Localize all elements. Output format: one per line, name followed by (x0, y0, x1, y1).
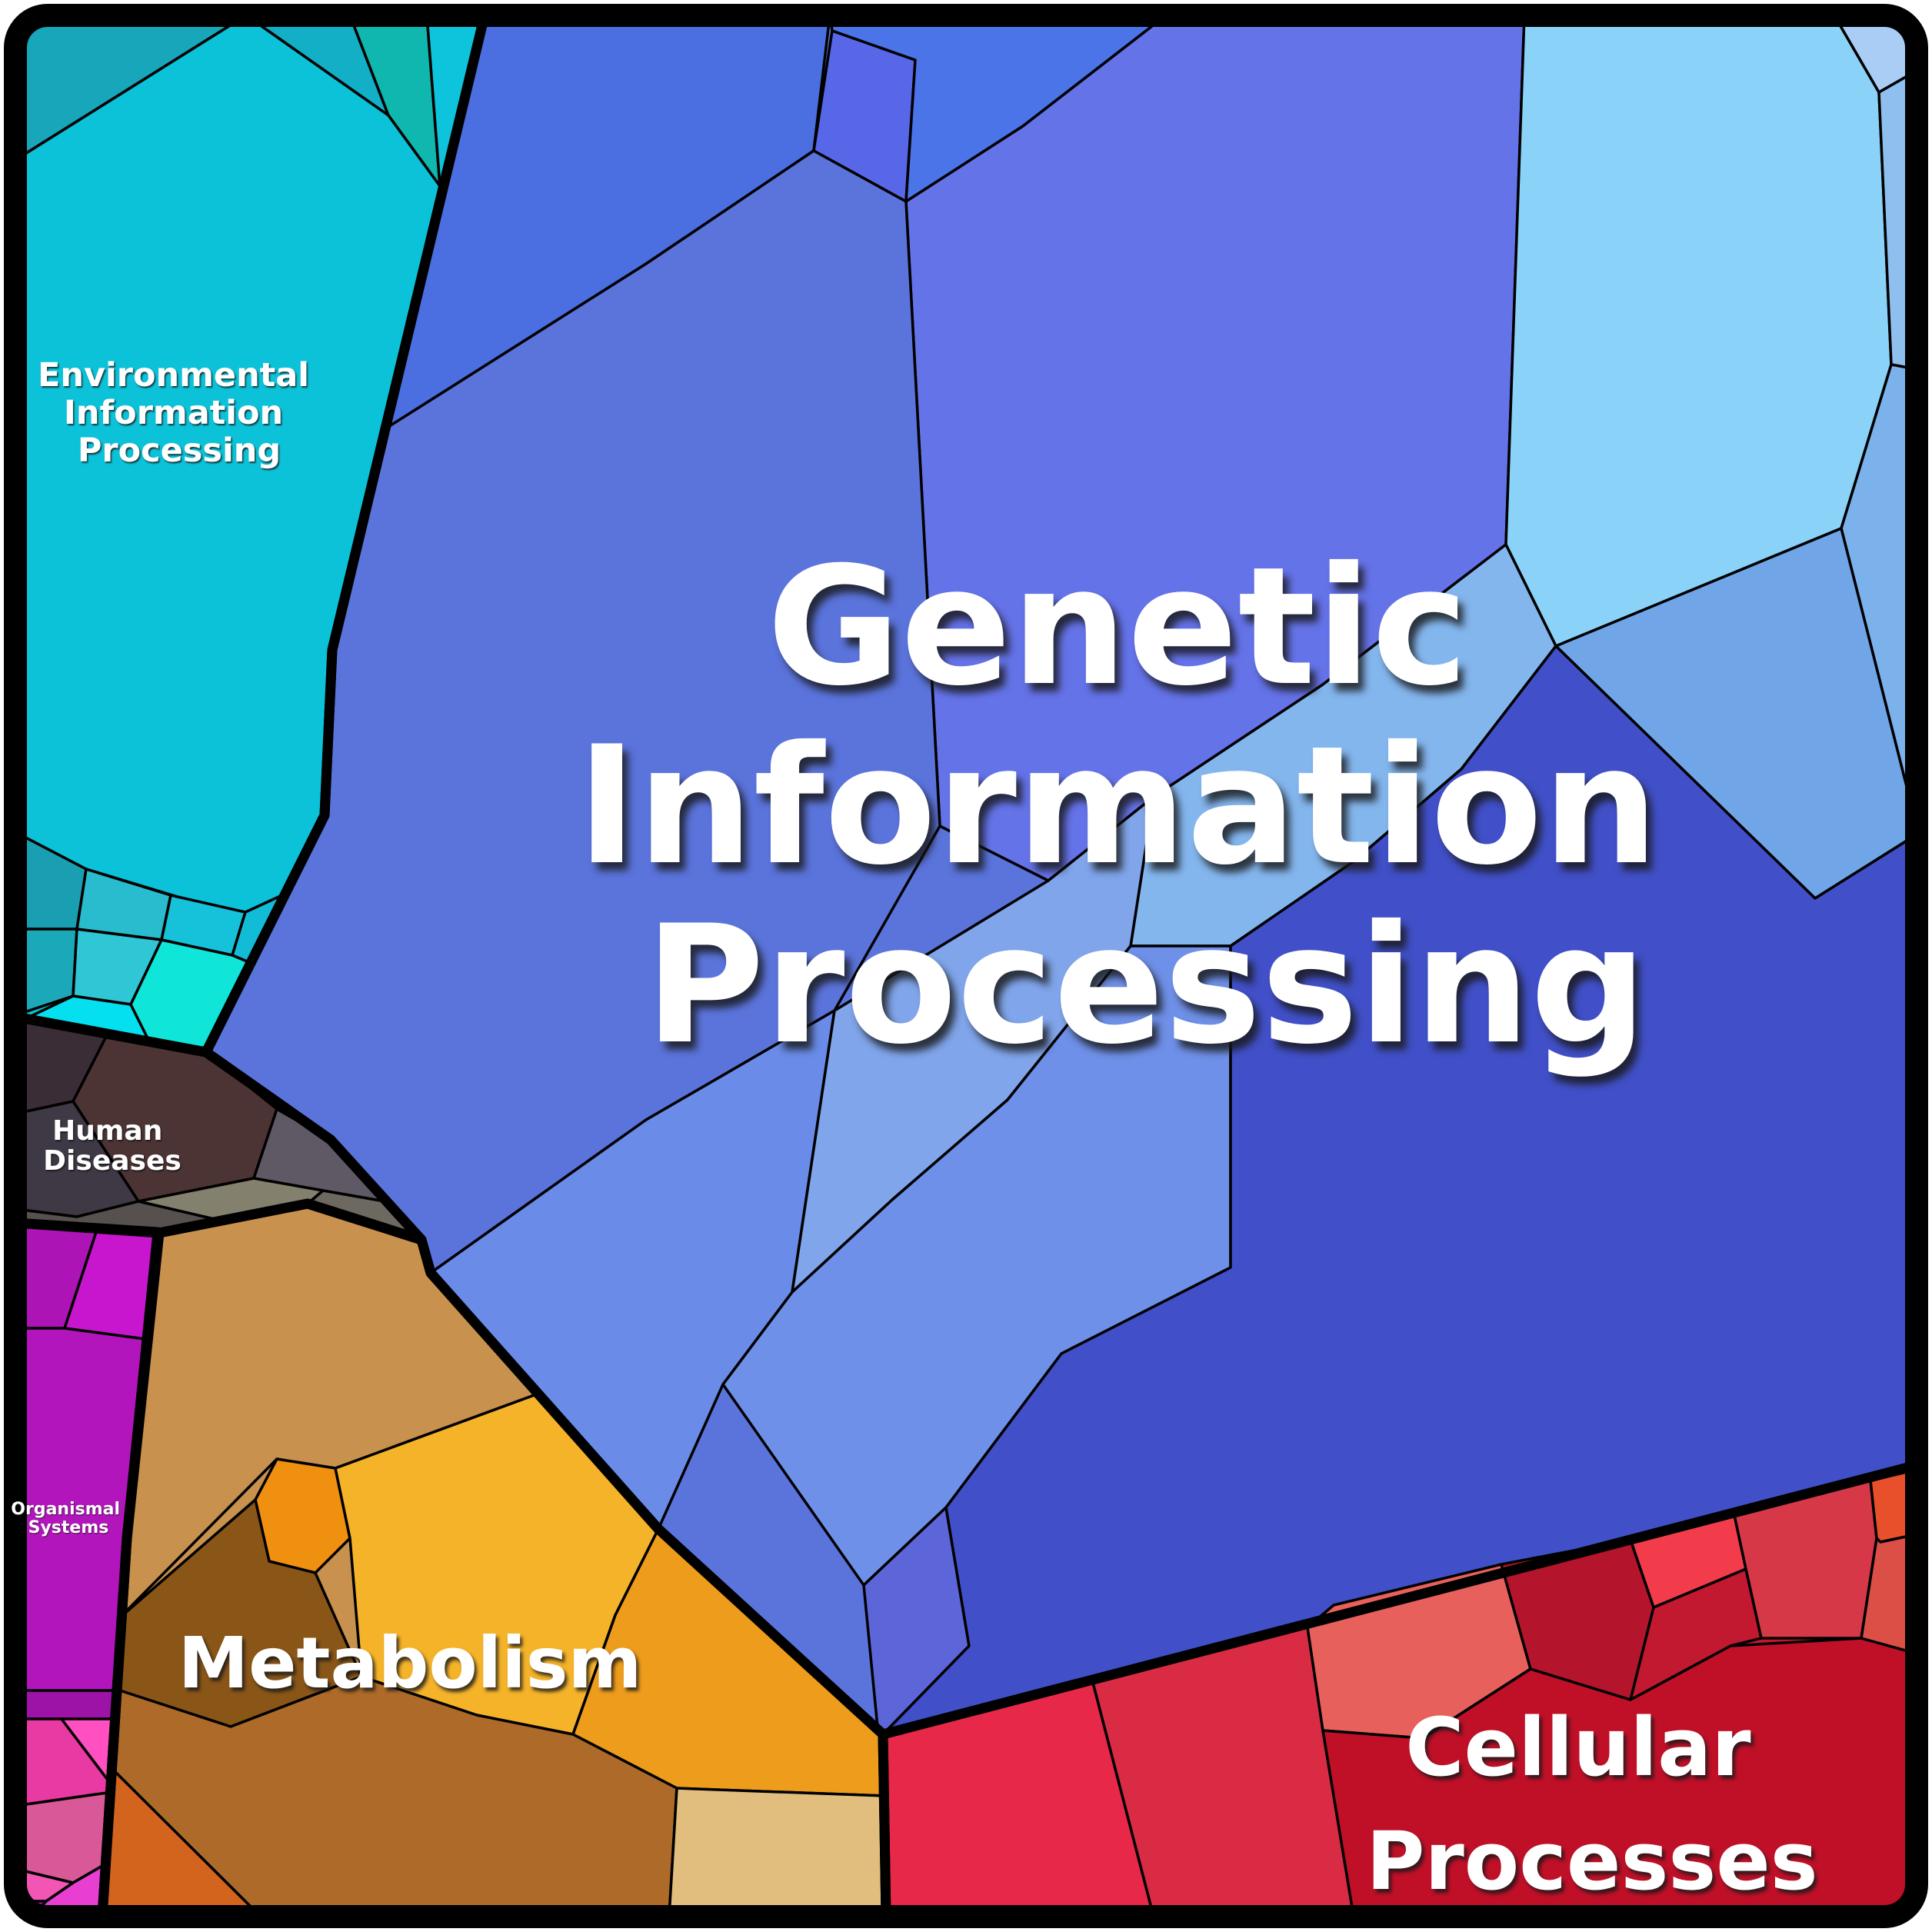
label-cellular-line-0: Cellular (1405, 1700, 1750, 1794)
frame-border (4, 4, 1928, 1928)
cell-metabolism-6 (668, 1787, 888, 1917)
label-genetic-line-0: Genetic (767, 531, 1468, 721)
label-human-diseases-line-0: Human (52, 1115, 162, 1147)
region-outlines (15, 15, 1917, 1917)
label-organismal-line-1: Systems (28, 1518, 109, 1537)
label-organismal-line-0: Organismal (11, 1500, 120, 1519)
label-human-diseases: Human Diseases (43, 1115, 182, 1177)
cell-genetic-6 (1833, 15, 1917, 94)
cell-genetic-15 (881, 645, 1917, 1736)
label-genetic-line-1: Information (577, 711, 1659, 901)
label-cellular: Cellular Processes (1366, 1700, 1817, 1908)
region-environmental-cells (15, 15, 486, 1054)
label-cellular-line-1: Processes (1366, 1814, 1817, 1908)
label-organismal: Organismal Systems (11, 1500, 125, 1537)
region-organismal-cells (15, 1223, 159, 1917)
label-genetic-line-2: Processing (645, 890, 1647, 1080)
cell-cellular-3 (1321, 1637, 1917, 1917)
label-environmental: Environmental Information Processing (38, 356, 321, 470)
label-environmental-line-2: Processing (78, 431, 281, 470)
cell-cellular-6 (1629, 1567, 1763, 1701)
label-environmental-line-1: Information (64, 394, 283, 432)
cell-organismal-3 (15, 1689, 118, 1720)
region-cellular-outline (878, 1460, 1917, 1917)
label-metabolism-line-0: Metabolism (178, 1622, 642, 1704)
label-human-diseases-line-1: Diseases (43, 1145, 182, 1177)
region-genetic-cells (205, 15, 1917, 1737)
label-genetic: Genetic Information Processing (577, 531, 1716, 1080)
label-metabolism: Metabolism (178, 1622, 642, 1704)
label-environmental-line-0: Environmental (38, 356, 309, 395)
